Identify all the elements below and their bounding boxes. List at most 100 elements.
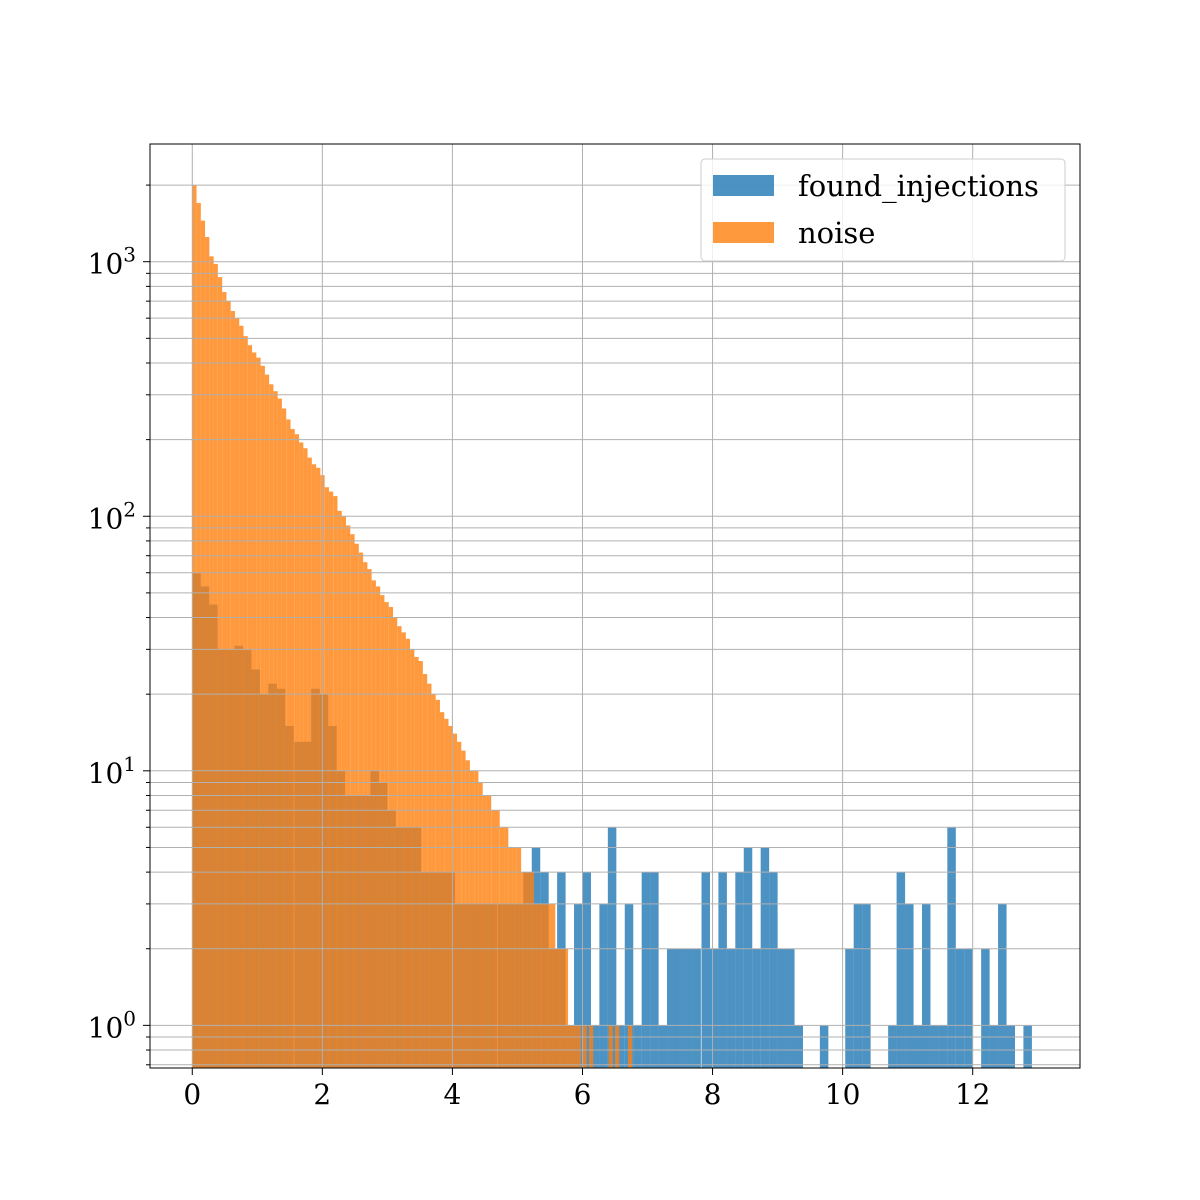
found-injections-bar-51: [624, 903, 634, 1068]
found-injections-bar-89: [1006, 1025, 1015, 1068]
noise-bar-68: [482, 795, 487, 1068]
noise-bar-8: [226, 301, 231, 1068]
noise-bar-74: [508, 847, 513, 1068]
noise-bar-93: [608, 1025, 613, 1068]
found-injections-bar-52: [633, 1025, 642, 1068]
found-injections-bar-75: [862, 903, 871, 1068]
found-injections-bar-56: [667, 948, 676, 1068]
found-injections-bar-46: [582, 872, 591, 1068]
noise-bar-65: [469, 770, 475, 1068]
noise-bar-11: [239, 325, 244, 1068]
noise-bar-59: [444, 718, 449, 1068]
y-tick-label-1: 101: [88, 752, 136, 790]
noise-bar-51: [410, 649, 415, 1068]
noise-bar-85: [555, 948, 560, 1068]
noise-bar-3: [205, 237, 210, 1069]
noise-bar-9: [230, 311, 235, 1068]
found-injections-bar-53: [641, 872, 651, 1068]
x-axis: 0 2 4 6 8 10 12: [183, 1068, 991, 1111]
noise-bar-75: [512, 847, 517, 1068]
found-injections-bar-45: [574, 903, 583, 1068]
noise-bar-53: [418, 661, 423, 1068]
found-injections-bar-61: [709, 948, 719, 1068]
noise-bar-72: [499, 827, 505, 1068]
y-tick-label-2: 102: [88, 497, 136, 535]
noise-bar-0: [192, 185, 197, 1068]
noise-bar-80: [533, 903, 539, 1068]
noise-bar-84: [551, 903, 556, 1068]
noise-bar-25: [299, 442, 304, 1068]
found-injections-bar-48: [599, 903, 608, 1068]
y-tick-label-3: 103: [88, 243, 136, 281]
noise-bar-20: [277, 398, 282, 1068]
found-injections-bar-84: [955, 948, 965, 1068]
noise-bar-79: [529, 872, 534, 1068]
found-injections-bar-64: [735, 872, 744, 1068]
noise-bar-64: [465, 760, 470, 1068]
found-injections-bar-82: [938, 1025, 948, 1068]
noise-bar-66: [474, 770, 479, 1068]
x-tick-label-6: 12: [955, 1078, 991, 1111]
noise-bar-24: [294, 434, 300, 1068]
noise-bar-19: [273, 391, 278, 1068]
y-axis: 100 101 102 103: [88, 184, 150, 1066]
found-injections-bar-80: [921, 903, 931, 1068]
noise-bar-49: [401, 632, 406, 1068]
noise-bar-67: [478, 782, 483, 1068]
found-injections-bar-83: [947, 827, 956, 1068]
noise-bar-18: [269, 384, 274, 1068]
found-injections-bar-73: [845, 948, 854, 1068]
noise-bar-35: [341, 516, 346, 1068]
noise-bar-2: [200, 220, 206, 1068]
noise-bar-41: [367, 569, 372, 1068]
noise-bar-92: [588, 1025, 594, 1068]
found-injections-bar-50: [616, 1025, 625, 1068]
found-injections-bar-47: [590, 1025, 600, 1068]
legend-swatch-noise: [713, 222, 774, 243]
noise-bar-94: [615, 1025, 620, 1068]
noise-bar-87: [563, 948, 569, 1068]
x-tick-label-5: 10: [825, 1078, 861, 1111]
noise-bar-81: [538, 903, 543, 1068]
legend: found_injections noise: [700, 158, 1066, 262]
noise-bar-58: [439, 712, 445, 1068]
noise-bar-62: [457, 741, 462, 1068]
noise-bar-73: [504, 827, 509, 1068]
x-tick-label-4: 8: [704, 1078, 722, 1111]
noise-bar-27: [307, 457, 312, 1069]
noise-bar-23: [290, 429, 295, 1069]
noise-bar-55: [427, 683, 432, 1068]
found-injections-bar-58: [683, 948, 693, 1068]
noise-bar-45: [384, 602, 389, 1068]
noise-bar-44: [380, 595, 385, 1068]
found-injections-bar-55: [658, 1025, 668, 1068]
noise-bar-42: [371, 580, 376, 1068]
noise-bar-46: [388, 607, 394, 1068]
found-injections-bar-66: [752, 948, 761, 1068]
noise-bar-82: [542, 903, 547, 1068]
noise-bar-32: [328, 491, 334, 1069]
grid-lines: [150, 144, 1080, 1068]
noise-bar-7: [222, 292, 227, 1068]
noise-bar-47: [392, 617, 398, 1068]
noise-bar-29: [316, 467, 321, 1068]
noise-bar-61: [452, 733, 458, 1068]
found-injections-bar-81: [930, 1025, 939, 1068]
found-injections-bar-62: [718, 872, 727, 1068]
noise-bar-37: [350, 534, 355, 1068]
found-injections-bar-86: [981, 948, 990, 1068]
found-injections-bar-88: [998, 903, 1007, 1068]
legend-swatch-found-injections: [713, 175, 774, 196]
noise-bar-86: [559, 948, 564, 1068]
noise-bar-54: [422, 674, 428, 1068]
noise-bar-12: [243, 336, 248, 1068]
legend-label-noise: noise: [798, 216, 875, 250]
found-injections-bar-63: [726, 948, 736, 1068]
noise-bar-13: [247, 345, 253, 1068]
noise-bar-40: [363, 562, 368, 1068]
found-injections-bar-87: [989, 1025, 999, 1068]
noise-bar-28: [311, 464, 317, 1068]
found-injections-bar-70: [786, 948, 795, 1068]
found-injections-bar-78: [905, 903, 914, 1068]
